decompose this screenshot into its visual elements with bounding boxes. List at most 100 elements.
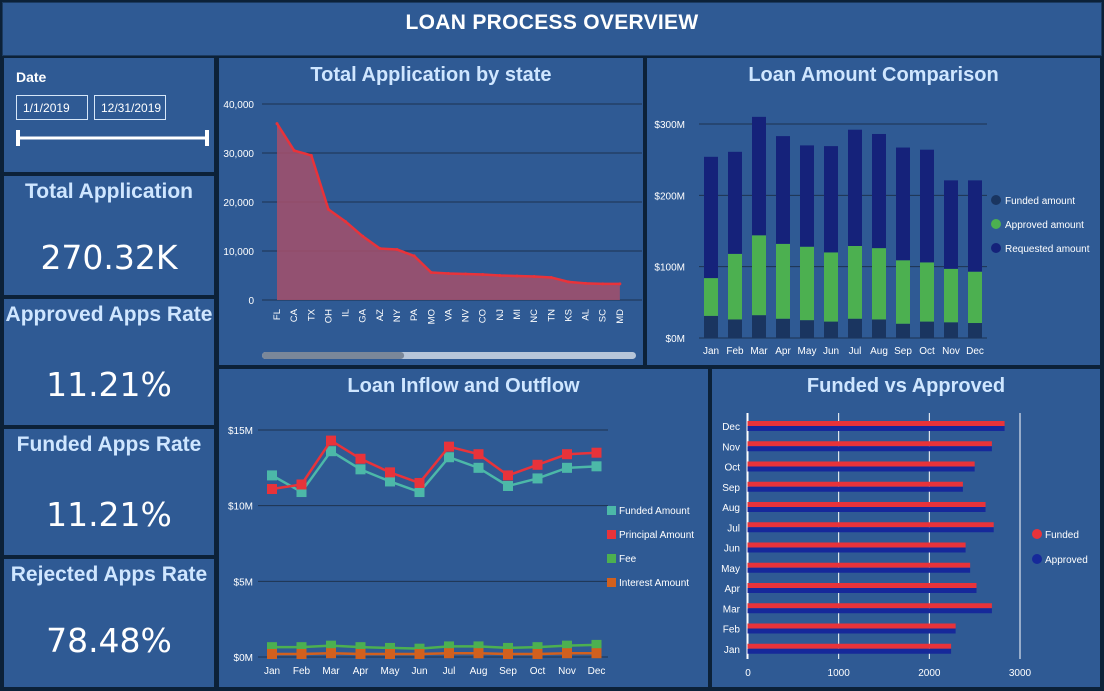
bar-funded <box>747 643 952 649</box>
legend-marker <box>991 243 1001 253</box>
data-point <box>473 641 484 652</box>
slider-handle-start[interactable] <box>16 130 20 146</box>
legend-label: Requested amount <box>1005 244 1090 255</box>
kpi-rejected-rate: Rejected Apps Rate 78.48% <box>2 557 216 689</box>
chart-title: Total Application by state <box>310 64 552 86</box>
data-point <box>481 273 485 277</box>
data-point <box>515 274 519 278</box>
bar-funded-amount <box>824 321 838 338</box>
bar-funded-amount <box>896 323 910 338</box>
data-point <box>267 642 277 653</box>
data-point <box>591 447 602 458</box>
bar-approved <box>747 648 952 654</box>
bar-requested-amount <box>944 180 958 269</box>
legend-marker <box>607 506 616 515</box>
bar-approved-amount <box>944 268 958 323</box>
scrollbar-thumb <box>262 352 405 359</box>
data-point <box>412 254 416 258</box>
x-tick-label: Jul <box>443 666 456 677</box>
data-point <box>355 464 366 475</box>
bar-funded-amount <box>704 315 718 338</box>
y-tick-label: Feb <box>723 625 741 636</box>
bar-funded <box>747 421 1005 426</box>
legend-label: Funded Amount <box>619 506 690 517</box>
y-tick-label: Mar <box>723 604 741 615</box>
kpi-funded-rate: Funded Apps Rate 11.21% <box>2 427 216 557</box>
bar-requested-amount <box>848 129 862 246</box>
y-tick-label: $300M <box>654 120 685 131</box>
bar-funded <box>747 562 971 568</box>
y-tick-label: Apr <box>724 584 740 595</box>
bar-approved-amount <box>848 245 862 319</box>
data-point <box>267 470 277 481</box>
data-point <box>326 648 336 659</box>
y-tick-label: $15M <box>228 426 253 437</box>
x-tick-label: CA <box>289 308 300 322</box>
bar-approved <box>747 547 966 553</box>
x-tick-label: AZ <box>375 309 386 321</box>
legend-marker <box>607 578 616 587</box>
bar-requested-amount <box>968 180 982 272</box>
x-tick-label: KS <box>563 309 574 322</box>
date-slicer: Date 1/1/2019 12/31/2019 <box>2 56 216 174</box>
bar-approved-amount <box>704 278 718 316</box>
bar-funded <box>747 441 992 447</box>
legend-marker <box>991 219 1001 229</box>
x-tick-label: NJ <box>495 309 506 321</box>
y-tick-label: $5M <box>234 577 253 588</box>
x-tick-label: Sep <box>499 666 517 677</box>
y-tick-label: May <box>721 564 740 575</box>
y-tick-label: 0 <box>248 296 254 307</box>
bar-funded-amount <box>872 319 886 338</box>
data-point <box>566 280 570 284</box>
data-point <box>378 247 382 251</box>
kpi-label: Approved Apps Rate <box>5 303 213 326</box>
chart-funded-vs-approved: Funded vs Approved 0 1000 2000 3000 Dec Nov Oc… <box>710 367 1102 689</box>
date-range-slider[interactable] <box>4 124 218 154</box>
x-tick-label: Aug <box>470 666 488 677</box>
bar-funded <box>747 502 986 507</box>
bar-approved-amount <box>896 260 910 324</box>
legend-label: Principal Amount <box>619 530 694 541</box>
data-point <box>444 452 454 463</box>
bar-approved-amount <box>824 252 838 322</box>
kpi-value: 270.32K <box>40 238 178 277</box>
bar-funded <box>747 603 992 609</box>
legend-label: Approved amount <box>1005 220 1084 231</box>
y-tick-label: Nov <box>722 442 740 453</box>
bar-funded-amount <box>800 320 814 338</box>
legend-label: Approved <box>1045 555 1088 566</box>
start-date-input[interactable]: 1/1/2019 <box>16 95 88 120</box>
x-tick-label: Feb <box>726 346 744 357</box>
x-tick-label: MO <box>426 309 437 324</box>
x-tick-label: May <box>381 666 400 677</box>
y-tick-label: $200M <box>654 191 685 202</box>
data-point <box>562 462 572 473</box>
series-line <box>272 643 597 650</box>
bar-funded-amount <box>776 318 790 338</box>
y-tick-label: Oct <box>724 463 740 474</box>
data-point <box>532 648 543 659</box>
data-point <box>532 473 543 484</box>
x-tick-label: May <box>798 346 817 357</box>
x-tick-label: Jul <box>849 346 862 357</box>
bar-approved-amount <box>728 253 742 320</box>
legend-marker <box>607 554 616 563</box>
bar-funded-amount <box>944 322 958 338</box>
data-point <box>591 639 602 650</box>
x-tick-label: Dec <box>588 666 606 677</box>
slider-handle-end[interactable] <box>205 130 209 146</box>
data-point <box>503 648 513 659</box>
x-tick-label: Jan <box>703 346 719 357</box>
bar-requested-amount <box>800 145 814 247</box>
data-point <box>326 435 336 446</box>
bar-approved <box>747 567 971 573</box>
y-tick-label: Jul <box>727 523 740 534</box>
y-tick-label: Jun <box>724 544 740 555</box>
data-point <box>292 149 296 153</box>
end-date-input[interactable]: 12/31/2019 <box>94 95 166 120</box>
bar-approved-amount <box>776 243 790 319</box>
data-point <box>532 274 536 278</box>
data-point <box>275 122 279 126</box>
legend-label: Funded amount <box>1005 196 1075 207</box>
